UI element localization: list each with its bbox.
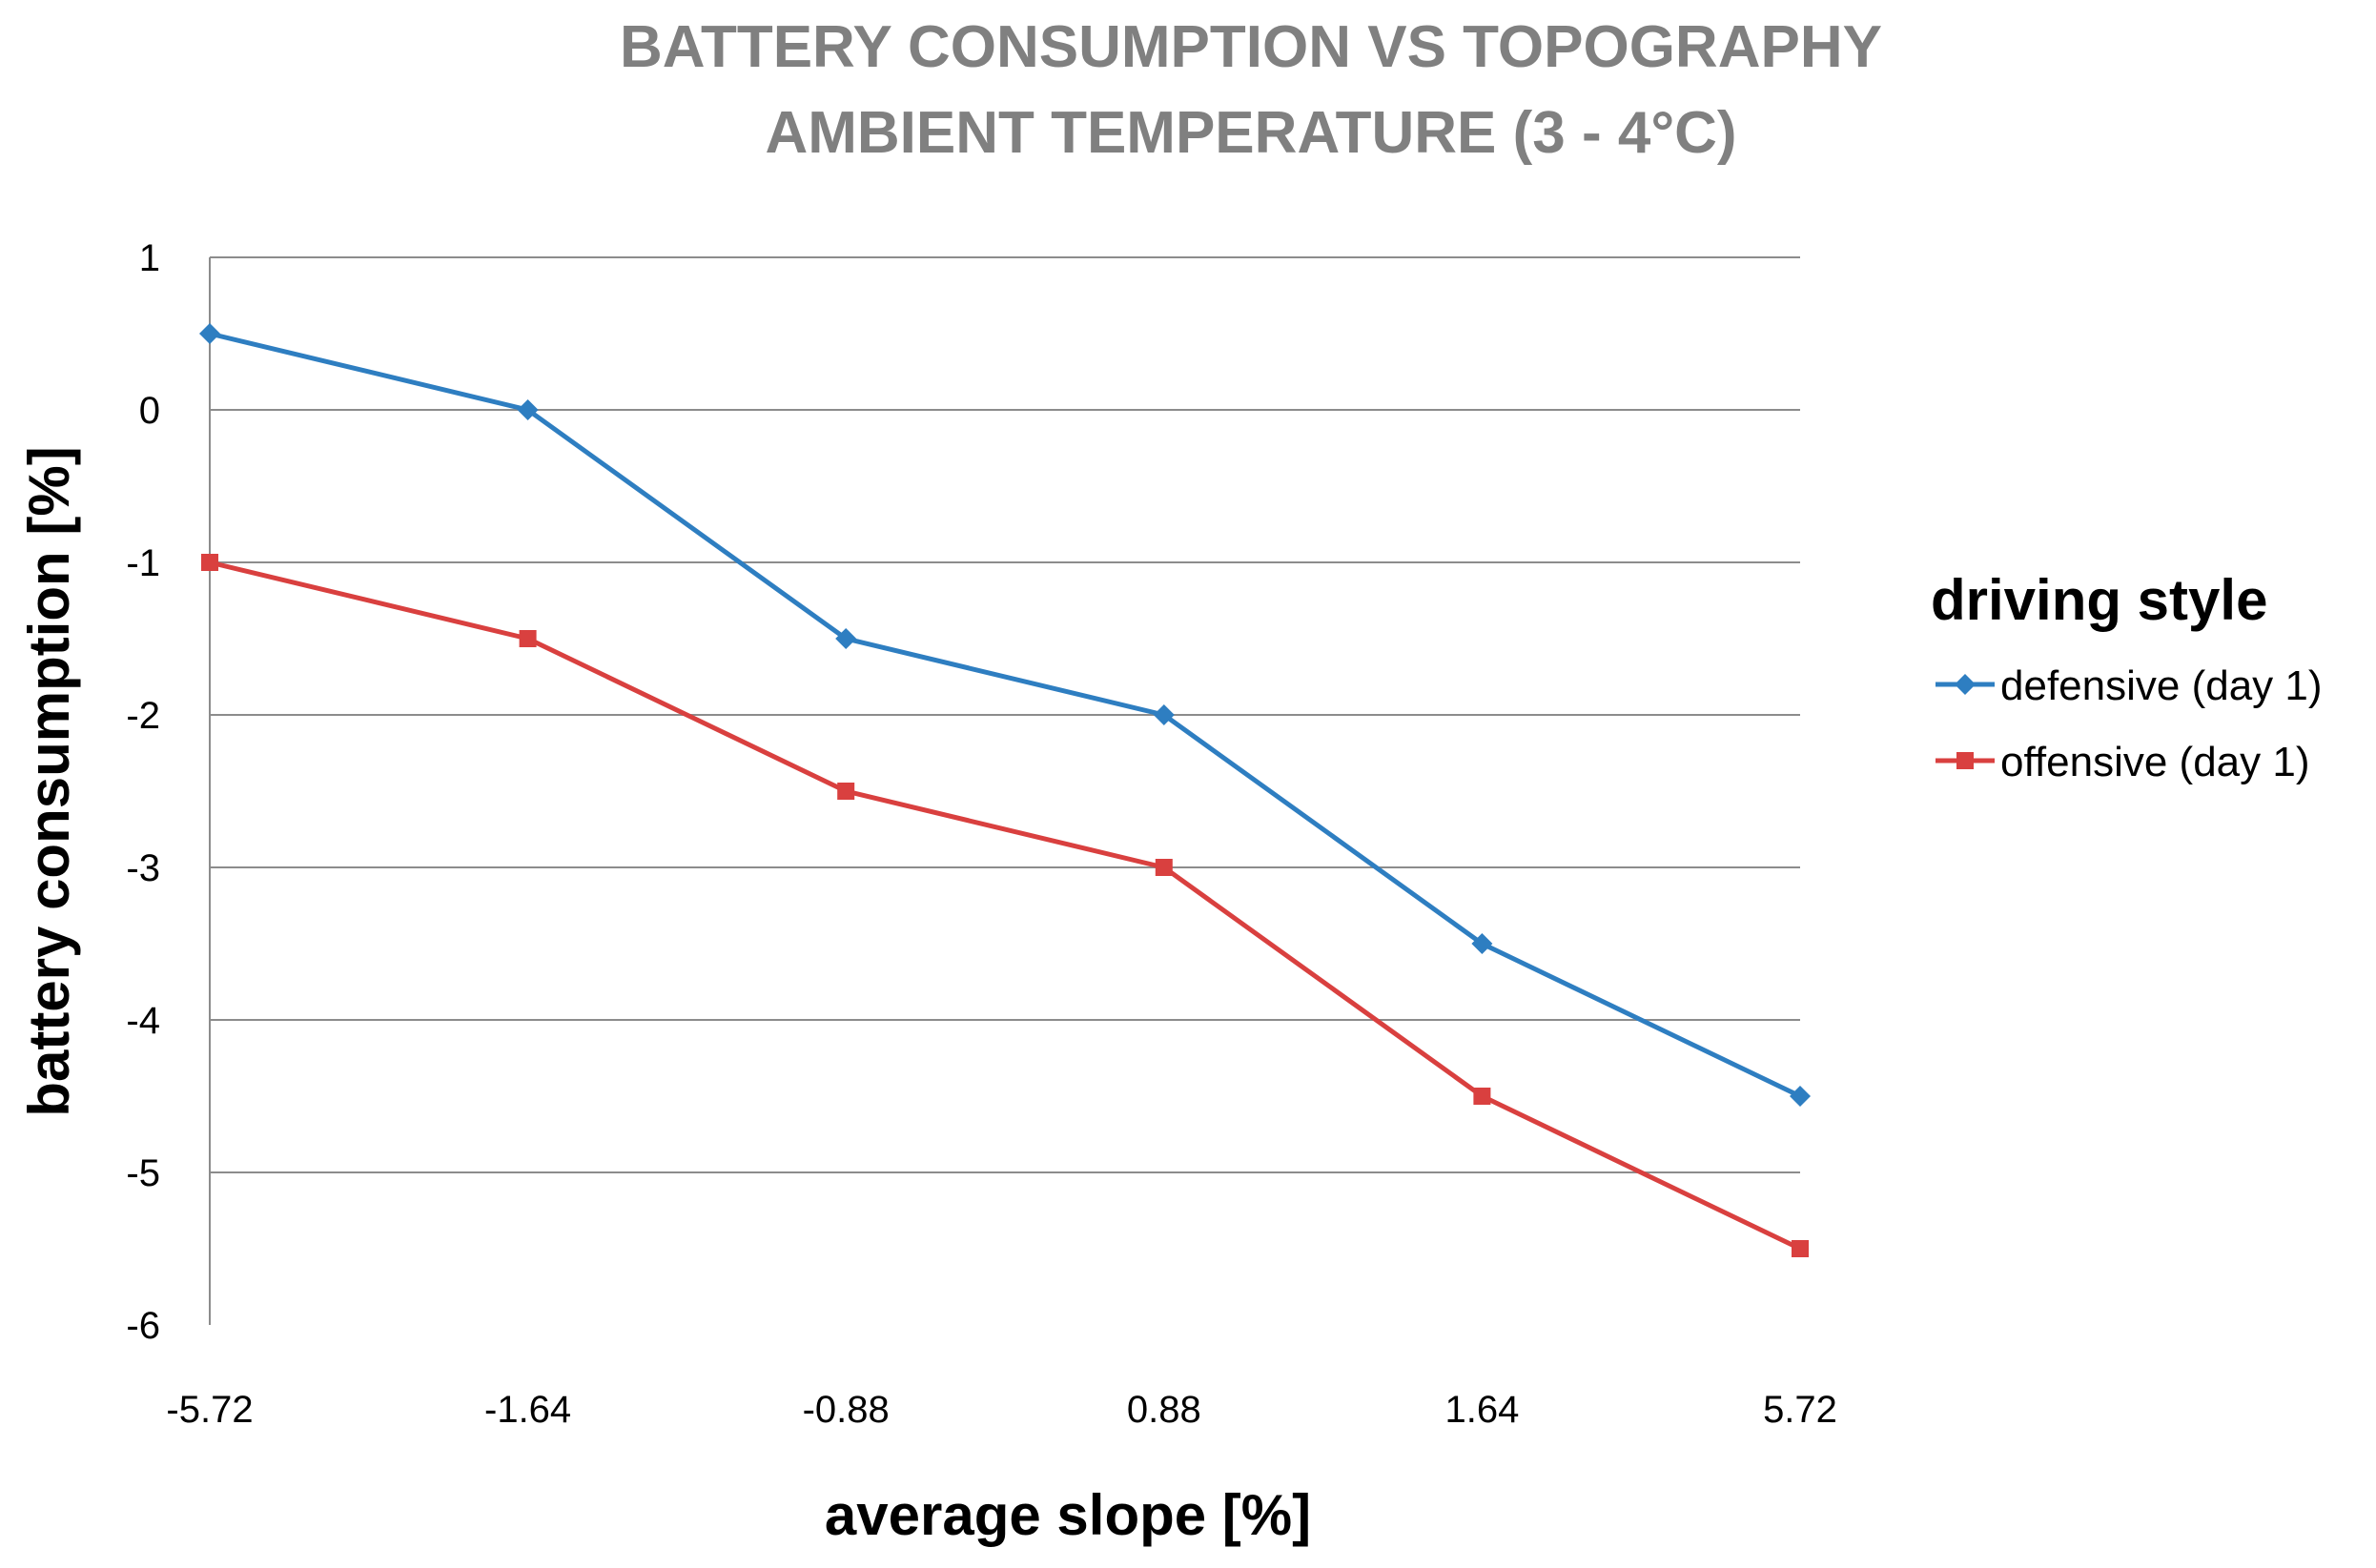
data-point	[519, 630, 537, 647]
data-point	[1153, 704, 1175, 725]
y-tick-label: -6	[126, 1305, 160, 1347]
data-point	[201, 554, 218, 571]
series-line	[209, 331, 1802, 1099]
data-point	[837, 783, 855, 800]
legend-item: defensive (day 1)	[1936, 662, 2323, 709]
series-1	[199, 323, 1811, 1107]
chart-subtitle: AMBIENT TEMPERATURE (3 - 4°C)	[765, 100, 1736, 166]
data-point	[1473, 1088, 1491, 1105]
data-point	[1155, 859, 1173, 876]
legend-label: defensive (day 1)	[2000, 662, 2323, 709]
data-point	[517, 399, 539, 420]
data-point	[1792, 1240, 1809, 1257]
y-tick-label: 1	[139, 237, 160, 279]
series-line	[209, 560, 1802, 1252]
x-tick-label: 0.88	[1127, 1389, 1201, 1431]
y-tick-label: -1	[126, 542, 160, 584]
y-tick-label: -4	[126, 1000, 160, 1042]
data-point	[1471, 933, 1493, 954]
x-tick-label: -0.88	[803, 1389, 890, 1431]
data-point	[835, 628, 857, 649]
chart-title: BATTERY CONSUMPTION VS TOPOGRAPHY	[620, 14, 1882, 80]
legend-marker	[1956, 752, 1974, 769]
series	[199, 323, 1811, 1257]
legend-label: offensive (day 1)	[2000, 739, 2309, 785]
x-axis-label: average slope [%]	[825, 1483, 1311, 1547]
y-tick-labels: 1 0 -1 -2 -3 -4 -5 -6	[126, 237, 160, 1347]
legend-item: offensive (day 1)	[1936, 739, 2309, 785]
y-tick-label: 0	[139, 390, 160, 432]
legend-items: defensive (day 1) offensive (day 1)	[1936, 662, 2323, 785]
legend-title: driving style	[1931, 568, 2267, 632]
y-tick-label: -3	[126, 847, 160, 889]
y-tick-label: -2	[126, 695, 160, 737]
x-tick-label: 5.72	[1763, 1389, 1837, 1431]
y-axis-label: battery consumption [%]	[17, 446, 81, 1116]
x-tick-label: 1.64	[1444, 1389, 1519, 1431]
x-tick-label: -1.64	[484, 1389, 571, 1431]
gridlines	[210, 256, 1800, 1173]
data-point	[1790, 1086, 1811, 1107]
data-point	[199, 323, 220, 344]
x-tick-label: -5.72	[166, 1389, 253, 1431]
y-tick-label: -5	[126, 1152, 160, 1194]
legend-marker	[1955, 674, 1976, 695]
series-2	[201, 554, 1809, 1257]
x-tick-labels: -5.72 -1.64 -0.88 0.88 1.64 5.72	[166, 1389, 1837, 1431]
legend: driving style defensive (day 1) offensive…	[1931, 568, 2323, 785]
